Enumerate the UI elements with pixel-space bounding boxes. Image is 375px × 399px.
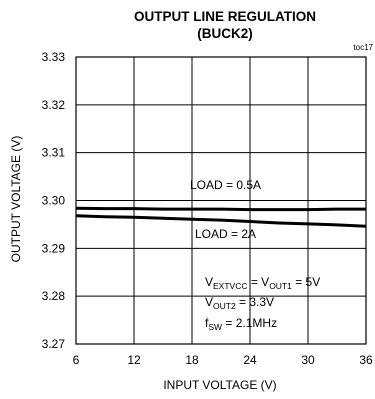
y-tick-label: 3.30 — [42, 194, 66, 208]
figure-id: toc17 — [353, 43, 373, 52]
x-tick-label: 12 — [127, 353, 141, 367]
x-tick-label: 18 — [185, 353, 199, 367]
series-line-2a — [75, 214, 367, 228]
y-axis-label: OUTPUT VOLTAGE (V) — [9, 136, 23, 263]
y-tick-label: 3.33 — [42, 50, 66, 64]
y-tick-label: 3.28 — [42, 289, 66, 303]
x-tick-label: 30 — [301, 353, 315, 367]
grid — [75, 56, 367, 345]
series-group — [75, 206, 367, 228]
y-tick-label: 3.27 — [42, 337, 66, 351]
annotation-vextvcc: VEXTVCC = VOUT1 = 5V — [205, 275, 320, 291]
x-tick-label: 24 — [243, 353, 257, 367]
y-tick-label: 3.32 — [42, 98, 66, 112]
series-line-0.5a — [75, 206, 366, 212]
series-label-2a: LOAD = 2A — [195, 227, 256, 241]
chart-subtitle: (BUCK2) — [197, 26, 253, 41]
y-ticks: 3.33 3.32 3.31 3.30 3.29 3.28 3.27 — [42, 50, 66, 351]
series-label-0.5a: LOAD = 0.5A — [190, 178, 261, 192]
y-tick-label: 3.31 — [42, 146, 66, 160]
x-axis-label: INPUT VOLTAGE (V) — [163, 378, 276, 392]
annotation-fsw: fSW = 2.1MHz — [205, 316, 277, 332]
x-tick-label: 36 — [359, 353, 373, 367]
x-ticks: 6 12 18 24 30 36 — [73, 353, 373, 367]
plot-frame — [75, 56, 367, 345]
annotation-vout2: VOUT2 = 3.3V — [205, 295, 274, 311]
y-tick-label: 3.29 — [42, 241, 66, 255]
chart-title: OUTPUT LINE REGULATION — [134, 9, 316, 24]
x-tick-label: 6 — [73, 353, 80, 367]
